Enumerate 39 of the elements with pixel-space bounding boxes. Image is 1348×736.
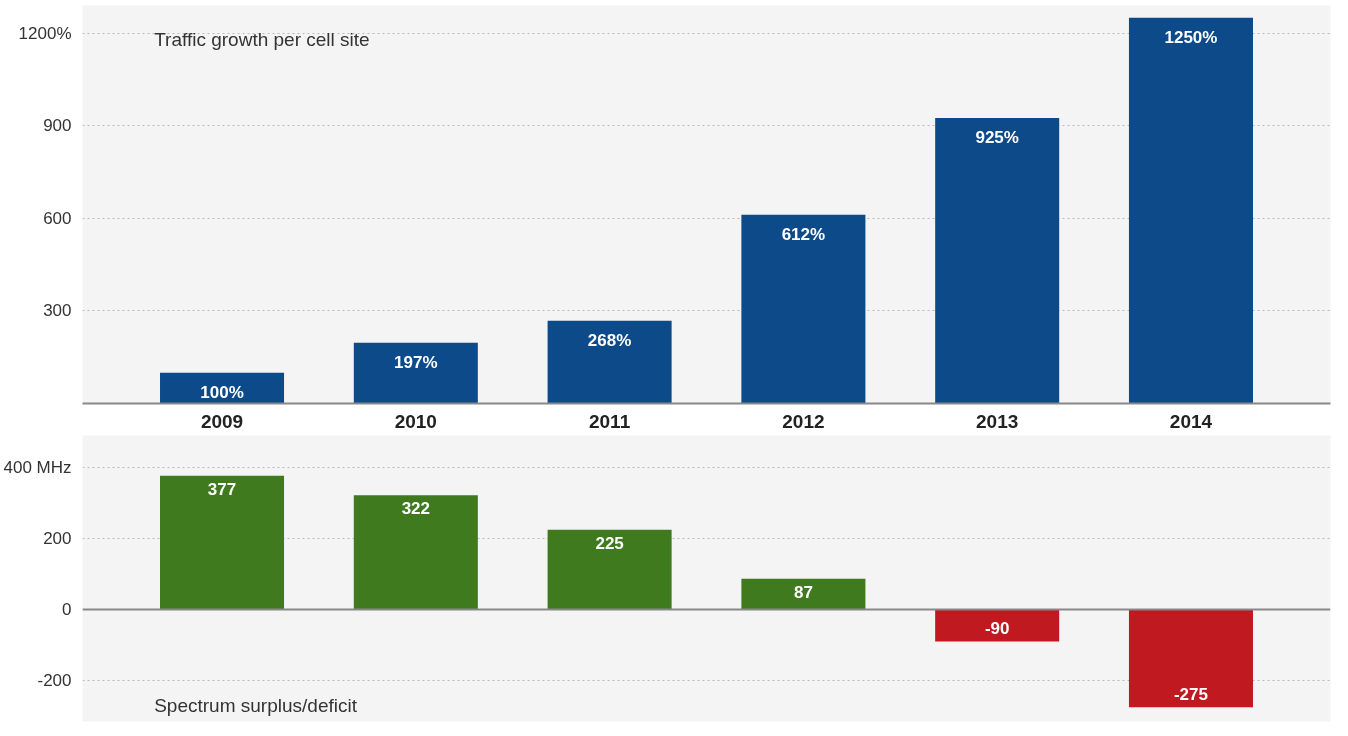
data-label: 87	[793, 582, 813, 602]
x-tick-label: 2013	[976, 410, 1019, 432]
data-label: -90	[984, 619, 1010, 639]
bar	[935, 609, 1060, 642]
x-tick-label: 2010	[394, 410, 437, 432]
bar	[353, 342, 478, 404]
bar	[935, 118, 1060, 404]
data-label: 1250%	[1164, 27, 1218, 47]
x-tick-label: 2011	[589, 410, 631, 432]
bar	[353, 495, 478, 610]
data-label: 100%	[200, 382, 244, 402]
bar	[160, 475, 285, 610]
data-label: 225	[595, 533, 624, 553]
data-label: 925%	[975, 128, 1019, 148]
y-tick-label: 200	[43, 529, 72, 549]
data-label: 268%	[587, 330, 632, 350]
y-tick-label: 1200%	[18, 23, 72, 43]
x-tick-label: 2009	[200, 410, 244, 432]
data-label: 612%	[781, 224, 826, 244]
data-label: 322	[401, 499, 431, 519]
bar	[741, 578, 866, 610]
bar	[741, 214, 866, 404]
y-tick-label: 400 MHz	[3, 457, 72, 477]
x-tick-label: 2014	[1169, 410, 1213, 432]
bar	[547, 529, 672, 610]
data-label: 377	[207, 479, 237, 499]
data-label: -275	[1173, 685, 1208, 705]
y-tick-label: -200	[37, 671, 72, 691]
bar	[1128, 609, 1253, 708]
bar	[1128, 17, 1253, 404]
y-tick-label: 300	[43, 301, 72, 321]
text: Traffic growth per cell site	[154, 29, 370, 51]
bar	[547, 320, 672, 404]
y-tick-label: 900	[43, 116, 72, 136]
data-label: 197%	[394, 352, 438, 372]
y-tick-label: 0	[62, 600, 72, 620]
x-tick-label: 2012	[782, 410, 825, 432]
text: Spectrum surplus/deficit	[154, 694, 358, 716]
y-tick-label: 600	[43, 208, 72, 228]
